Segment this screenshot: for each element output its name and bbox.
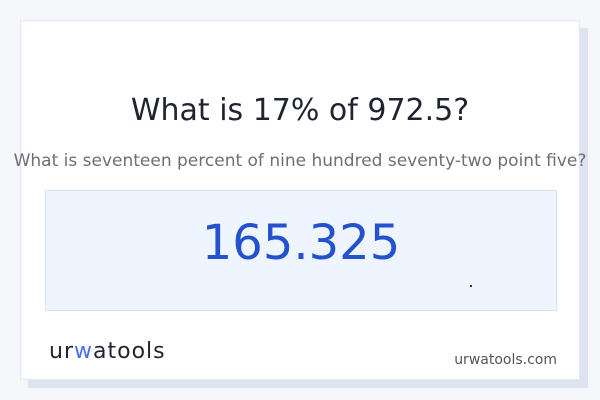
site-url: urwatools.com [454,352,557,368]
page-title: What is 17% of 972.5? [130,93,470,128]
logo-text: atools [93,339,166,364]
logo-text: ur [49,339,74,364]
logo-accent: w [74,339,93,364]
answer-box: 165.325 [45,190,557,311]
result-card: What is 17% of 972.5? What is seventeen … [14,20,586,380]
answer-value: 165.325 [201,215,401,271]
dot-mark [470,285,472,287]
logo: urwatools [49,339,166,364]
page-subtitle: What is seventeen percent of nine hundre… [13,151,587,171]
